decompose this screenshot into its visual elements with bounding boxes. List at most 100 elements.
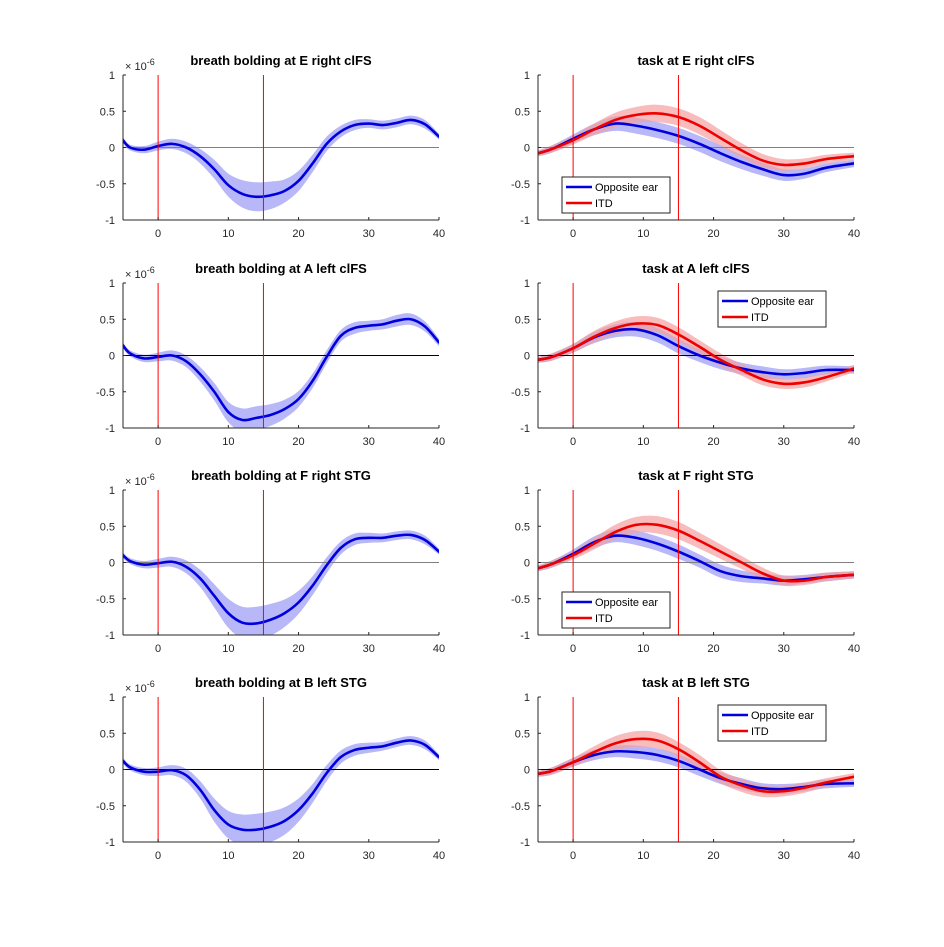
y-tick-label: 0 bbox=[109, 765, 115, 777]
plot-area bbox=[538, 490, 854, 635]
series-line-1 bbox=[123, 533, 439, 626]
x-tick-label: 20 bbox=[707, 436, 719, 448]
legend: Opposite ear ITD bbox=[717, 704, 827, 742]
panel-5: 1 0.5 0 -0.5 -1 0 10 20 30 40 × 10-6 breath bolding… bbox=[96, 468, 445, 655]
panel-4: 1 0.5 0 -0.5 -1 0 10 20 30 40 task at A left clFS O… bbox=[511, 261, 860, 448]
x-tick-label: 10 bbox=[222, 228, 234, 240]
y-exponent-power: -6 bbox=[147, 57, 155, 67]
series-line-1 bbox=[123, 118, 439, 199]
x-tick-label: 30 bbox=[363, 228, 375, 240]
x-tick-label: 40 bbox=[433, 228, 445, 240]
panel-6: 1 0.5 0 -0.5 -1 0 10 20 30 40 task at F right STG O… bbox=[511, 468, 860, 655]
x-tick-label: 0 bbox=[155, 228, 161, 240]
y-exponent-power: -6 bbox=[147, 472, 155, 482]
y-tick-label: -0.5 bbox=[96, 179, 115, 191]
confidence-band-1 bbox=[538, 116, 854, 181]
x-tick-label: 10 bbox=[222, 436, 234, 448]
series-line-1 bbox=[123, 739, 439, 832]
legend-label: ITD bbox=[751, 312, 769, 324]
y-tick-label: -0.5 bbox=[511, 594, 530, 606]
plot-area bbox=[123, 283, 439, 428]
x-tick-label: 30 bbox=[363, 643, 375, 655]
x-tick-label: 0 bbox=[570, 643, 576, 655]
x-tick-label: 40 bbox=[433, 643, 445, 655]
legend-box bbox=[561, 176, 671, 214]
x-tick-label: 30 bbox=[363, 436, 375, 448]
confidence-band-2 bbox=[538, 316, 854, 389]
y-tick-label: -1 bbox=[520, 630, 530, 642]
panel-7: 1 0.5 0 -0.5 -1 0 10 20 30 40 × 10-6 breath bolding… bbox=[96, 675, 445, 862]
y-tick-label: -1 bbox=[105, 837, 115, 849]
y-tick-label: 1 bbox=[524, 485, 530, 497]
y-tick-label: -0.5 bbox=[96, 387, 115, 399]
y-tick-label: -0.5 bbox=[96, 594, 115, 606]
legend: Opposite ear ITD bbox=[717, 290, 827, 328]
panel-3: 1 0.5 0 -0.5 -1 0 10 20 30 40 × 10-6 breath bolding… bbox=[96, 261, 445, 448]
y-tick-label: 0.5 bbox=[515, 521, 530, 533]
y-tick-label: 1 bbox=[524, 70, 530, 82]
y-tick-label: 0 bbox=[524, 765, 530, 777]
legend-label: ITD bbox=[751, 726, 769, 738]
y-tick-label: -1 bbox=[105, 423, 115, 435]
panel-8: 1 0.5 0 -0.5 -1 0 10 20 30 40 task at B left STG Op… bbox=[511, 675, 860, 862]
legend-label: Opposite ear bbox=[595, 597, 658, 609]
confidence-band-1 bbox=[123, 313, 439, 428]
panel-title: task at A left clFS bbox=[642, 261, 750, 276]
panel-title: breath bolding at F right STG bbox=[191, 468, 371, 483]
x-tick-label: 40 bbox=[848, 436, 860, 448]
panel-title: breath bolding at E right clFS bbox=[190, 53, 372, 68]
confidence-band-2 bbox=[538, 515, 854, 587]
x-tick-label: 0 bbox=[570, 228, 576, 240]
x-tick-label: 40 bbox=[433, 436, 445, 448]
y-exponent-power: -6 bbox=[147, 679, 155, 689]
y-tick-label: 0.5 bbox=[100, 314, 115, 326]
panel-title: breath bolding at B left STG bbox=[195, 675, 367, 690]
y-tick-label: 0.5 bbox=[515, 106, 530, 118]
series-line-2 bbox=[538, 112, 854, 167]
y-tick-label: 0 bbox=[109, 558, 115, 570]
x-tick-label: 0 bbox=[570, 850, 576, 862]
x-tick-label: 20 bbox=[292, 436, 304, 448]
x-tick-label: 30 bbox=[778, 643, 790, 655]
y-tick-label: -0.5 bbox=[511, 801, 530, 813]
y-tick-label: -1 bbox=[105, 630, 115, 642]
confidence-band-2 bbox=[538, 730, 854, 798]
series-line-2 bbox=[538, 522, 854, 583]
y-tick-label: -0.5 bbox=[511, 387, 530, 399]
x-tick-label: 40 bbox=[848, 850, 860, 862]
x-tick-label: 30 bbox=[778, 850, 790, 862]
legend-label: ITD bbox=[595, 613, 613, 625]
x-tick-label: 10 bbox=[637, 436, 649, 448]
plot-area bbox=[123, 490, 439, 635]
x-tick-label: 0 bbox=[155, 436, 161, 448]
y-tick-label: -1 bbox=[520, 423, 530, 435]
y-tick-label: 0 bbox=[524, 351, 530, 363]
x-tick-label: 20 bbox=[292, 228, 304, 240]
y-tick-label: -1 bbox=[105, 215, 115, 227]
y-tick-label: 1 bbox=[109, 485, 115, 497]
y-tick-label: 1 bbox=[524, 278, 530, 290]
legend: Opposite ear ITD bbox=[561, 591, 671, 629]
x-tick-label: 20 bbox=[707, 228, 719, 240]
y-tick-label: 0 bbox=[109, 143, 115, 155]
series-line-1 bbox=[123, 317, 439, 422]
confidence-band-1 bbox=[123, 736, 439, 842]
x-tick-label: 0 bbox=[570, 436, 576, 448]
x-tick-label: 10 bbox=[222, 643, 234, 655]
x-tick-label: 30 bbox=[778, 228, 790, 240]
x-tick-label: 0 bbox=[155, 643, 161, 655]
panel-title: breath bolding at A left clFS bbox=[195, 261, 367, 276]
y-tick-label: -0.5 bbox=[96, 801, 115, 813]
y-exponent-label: × 10-6 bbox=[125, 472, 155, 488]
plot-area bbox=[123, 75, 439, 220]
panel-1: 1 0.5 0 -0.5 -1 0 10 20 30 40 × 10-6 breath bolding… bbox=[96, 53, 445, 240]
legend-box bbox=[561, 591, 671, 629]
y-tick-label: 0.5 bbox=[515, 314, 530, 326]
legend-label: Opposite ear bbox=[595, 182, 658, 194]
panel-title: task at E right clFS bbox=[637, 53, 754, 68]
confidence-band-2 bbox=[538, 104, 854, 171]
x-tick-label: 10 bbox=[637, 228, 649, 240]
y-tick-label: 0 bbox=[109, 351, 115, 363]
x-tick-label: 10 bbox=[637, 643, 649, 655]
